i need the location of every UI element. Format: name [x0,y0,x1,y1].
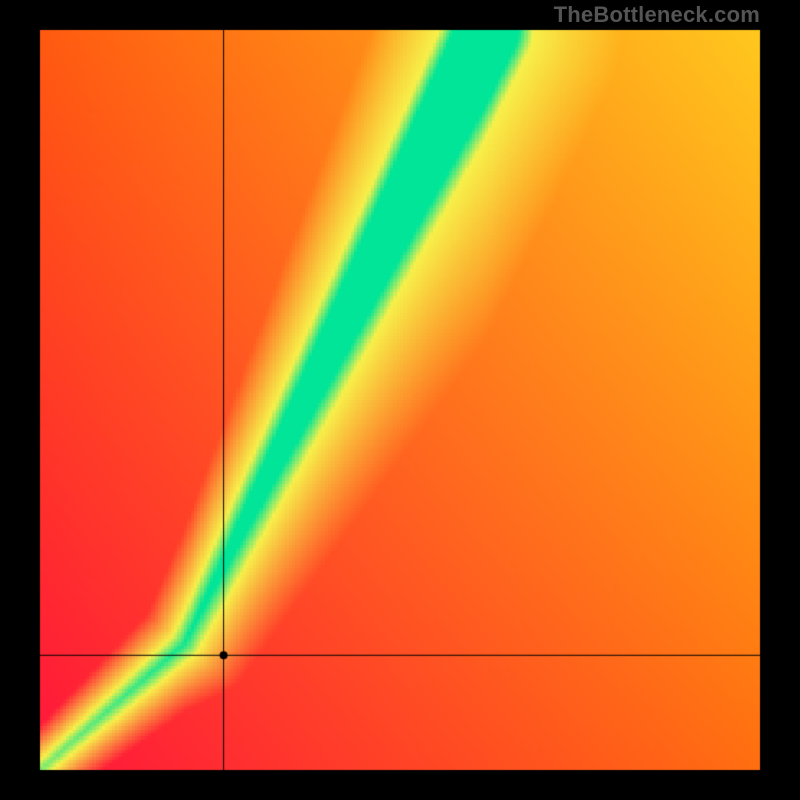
watermark-text: TheBottleneck.com [554,2,760,28]
chart-frame: { "watermark": { "text": "TheBottleneck.… [0,0,800,800]
bottleneck-heatmap [0,0,800,800]
